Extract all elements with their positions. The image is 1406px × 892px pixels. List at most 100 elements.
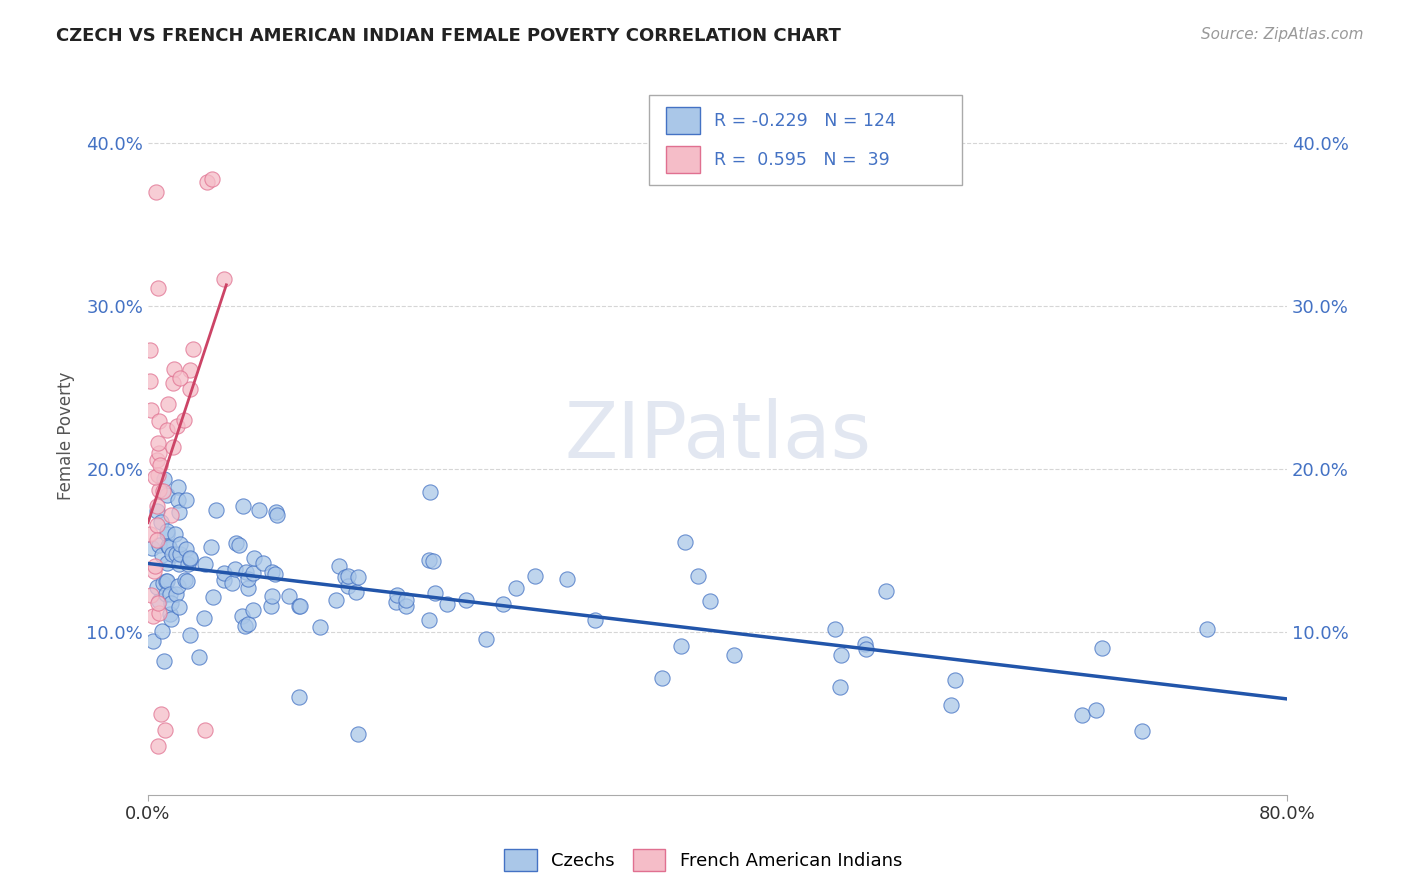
Point [824, 623, 846, 637]
Point [344, 584, 367, 599]
Point [287, 599, 309, 613]
Point [288, 690, 311, 705]
Point [347, 726, 370, 740]
Point [337, 579, 360, 593]
Text: Source: ZipAtlas.com: Source: ZipAtlas.com [1201, 27, 1364, 42]
Point [145, 580, 167, 594]
Point [139, 588, 162, 602]
Point [142, 564, 165, 578]
Point [225, 535, 247, 549]
Point [148, 281, 170, 295]
Point [277, 589, 299, 603]
Point [651, 672, 673, 686]
Point [150, 624, 173, 638]
Point [162, 440, 184, 454]
Point [394, 599, 416, 613]
Point [166, 480, 188, 494]
Point [454, 592, 477, 607]
Point [853, 637, 876, 651]
Point [145, 499, 167, 513]
Point [243, 551, 266, 566]
Point [155, 574, 177, 588]
Point [150, 548, 173, 562]
Point [228, 538, 250, 552]
Point [232, 499, 254, 513]
Point [242, 603, 264, 617]
Point [169, 505, 191, 519]
Point [262, 589, 284, 603]
Point [152, 472, 174, 486]
Point [148, 538, 170, 552]
Point [146, 596, 169, 610]
Point [347, 570, 370, 584]
Point [264, 505, 287, 519]
Point [141, 541, 163, 555]
Point [145, 558, 167, 573]
Point [475, 632, 498, 647]
Point [177, 557, 200, 571]
Point [163, 527, 186, 541]
Point [212, 573, 235, 587]
Point [1130, 723, 1153, 738]
Point [212, 566, 235, 580]
Point [148, 483, 170, 498]
Point [148, 414, 170, 428]
Point [156, 488, 179, 502]
Point [204, 503, 226, 517]
Point [524, 568, 547, 582]
Point [152, 576, 174, 591]
Point [179, 552, 201, 566]
Point [146, 739, 169, 753]
Point [673, 535, 696, 549]
Point [179, 382, 201, 396]
Text: ZIPatlas: ZIPatlas [564, 398, 872, 475]
Point [1071, 708, 1094, 723]
Point [156, 423, 179, 437]
Point [150, 515, 173, 529]
Point [422, 554, 444, 568]
Point [325, 593, 347, 607]
FancyBboxPatch shape [650, 95, 963, 185]
Point [195, 175, 218, 189]
Point [145, 518, 167, 533]
Point [943, 673, 966, 688]
Point [855, 642, 877, 657]
Point [139, 527, 162, 541]
Point [149, 458, 172, 472]
Point [169, 548, 191, 562]
Point [160, 596, 183, 610]
Point [169, 370, 191, 384]
Text: R = -0.229   N = 124: R = -0.229 N = 124 [714, 112, 896, 130]
Point [419, 485, 441, 500]
Legend: Czechs, French American Indians: Czechs, French American Indians [496, 842, 910, 879]
Point [146, 504, 169, 518]
Point [146, 453, 169, 467]
Point [167, 493, 190, 508]
Point [156, 539, 179, 553]
Point [723, 648, 745, 663]
Point [148, 606, 170, 620]
Point [145, 185, 167, 199]
Point [165, 587, 187, 601]
Point [139, 402, 162, 417]
Point [194, 723, 217, 737]
Text: CZECH VS FRENCH AMERICAN INDIAN FEMALE POVERTY CORRELATION CHART: CZECH VS FRENCH AMERICAN INDIAN FEMALE P… [56, 27, 841, 45]
Point [179, 362, 201, 376]
Point [173, 413, 195, 427]
Point [1084, 703, 1107, 717]
Point [193, 611, 215, 625]
Point [201, 172, 224, 186]
Point [337, 569, 360, 583]
Point [252, 556, 274, 570]
Point [236, 572, 259, 586]
Point [163, 361, 186, 376]
Point [328, 559, 350, 574]
Point [160, 547, 183, 561]
Point [156, 574, 179, 588]
Point [148, 446, 170, 460]
Point [418, 613, 440, 627]
Point [492, 597, 515, 611]
Point [148, 594, 170, 608]
Point [156, 524, 179, 539]
Point [875, 583, 897, 598]
